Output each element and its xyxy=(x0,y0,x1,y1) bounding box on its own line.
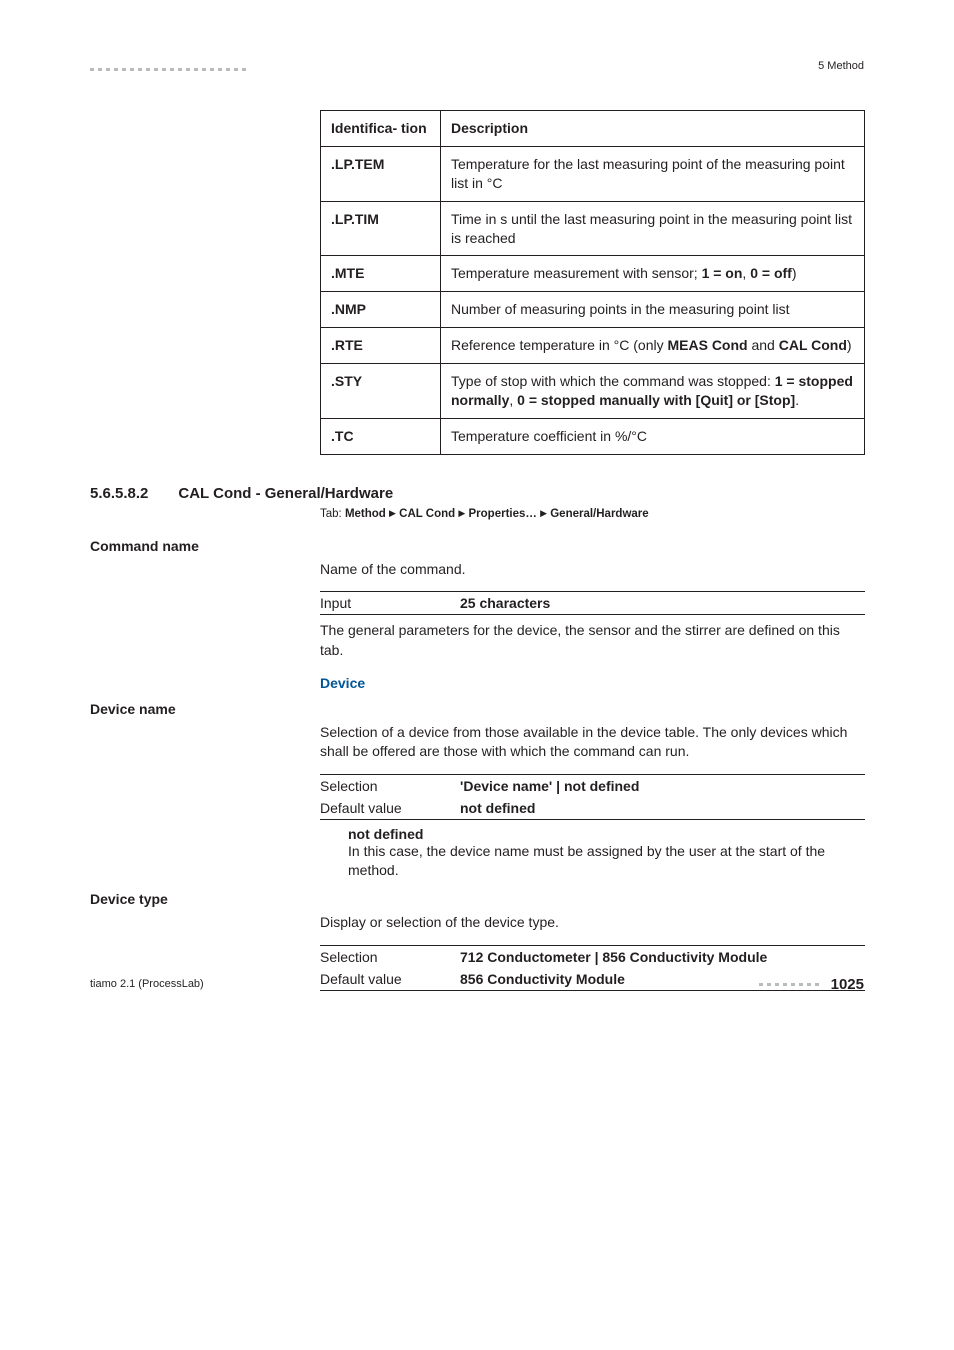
table-row: .MTETemperature measurement with sensor;… xyxy=(321,256,865,292)
device-type-label: Device type xyxy=(90,891,864,907)
table-row: .LP.TEMTemperature for the last measurin… xyxy=(321,146,865,201)
section-title: CAL Cond - General/Hardware xyxy=(178,485,393,502)
table-row: .STYType of stop with which the command … xyxy=(321,364,865,419)
device-name-label: Device name xyxy=(90,701,864,717)
th-ident: Identifica- tion xyxy=(321,111,441,147)
table-row: .RTEReference temperature in °C (only ME… xyxy=(321,328,865,364)
command-name-intro: Name of the command. xyxy=(320,560,864,580)
footer-rule xyxy=(759,983,823,986)
th-desc: Description xyxy=(441,111,865,147)
not-defined-text: In this case, the device name must be as… xyxy=(348,842,864,881)
header-rule xyxy=(90,68,250,71)
footer-left: tiamo 2.1 (ProcessLab) xyxy=(90,978,204,990)
command-name-post: The general parameters for the device, t… xyxy=(320,621,864,660)
page-number: 1025 xyxy=(831,976,864,993)
table-row: .TCTemperature coefficient in %/°C xyxy=(321,418,865,454)
table-row: .LP.TIMTime in s until the last measurin… xyxy=(321,201,865,256)
device-name-table: Selection'Device name' | not defined Def… xyxy=(320,774,865,820)
tab-path: Tab: Method ▶ CAL Cond ▶ Properties… ▶ G… xyxy=(320,508,864,520)
section-number: 5.6.5.8.2 xyxy=(90,485,148,502)
identifier-table: Identifica- tion Description .LP.TEMTemp… xyxy=(320,110,865,455)
table-row: .NMPNumber of measuring points in the me… xyxy=(321,292,865,328)
device-type-intro: Display or selection of the device type. xyxy=(320,913,864,933)
input-table: Input 25 characters xyxy=(320,591,865,615)
device-heading: Device xyxy=(320,675,864,691)
header-right: 5 Method xyxy=(818,60,864,72)
command-name-label: Command name xyxy=(90,538,864,554)
device-name-intro: Selection of a device from those availab… xyxy=(320,723,864,762)
not-defined-head: not defined xyxy=(348,826,864,842)
